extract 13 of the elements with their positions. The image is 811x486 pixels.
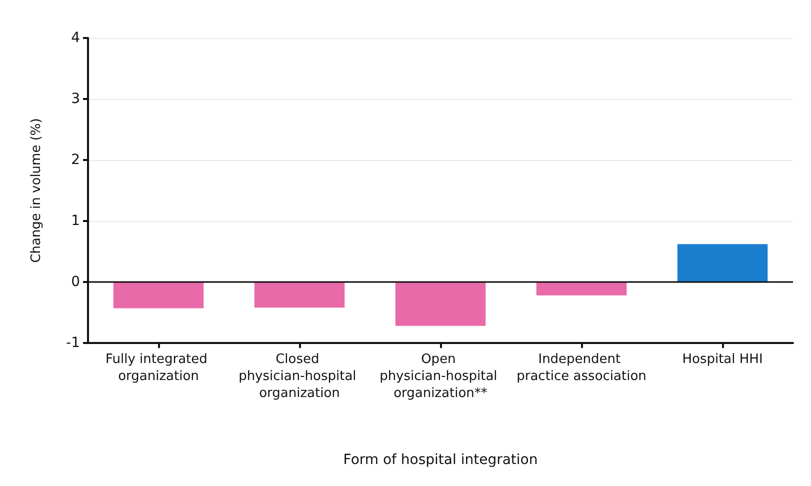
y-tick-label: 0: [71, 274, 80, 290]
x-tick-label: Independent practice association: [516, 352, 646, 384]
y-tick-label: -1: [66, 335, 80, 351]
y-axis-title: Change in volume (%): [29, 118, 44, 263]
x-tick-label: Closed physician-hospital organization: [238, 352, 360, 401]
x-tick-label: Hospital HHI: [682, 352, 763, 367]
x-axis-title: Form of hospital integration: [343, 452, 538, 468]
y-tick-label: 3: [71, 91, 80, 107]
x-tick-label: Open physician-hospital organization**: [380, 352, 502, 401]
y-tick-label: 4: [71, 30, 80, 46]
y-tick-label: 1: [71, 213, 80, 229]
x-tick-label: Fully integrated organization: [105, 352, 212, 384]
y-tick-label: 2: [71, 152, 80, 168]
